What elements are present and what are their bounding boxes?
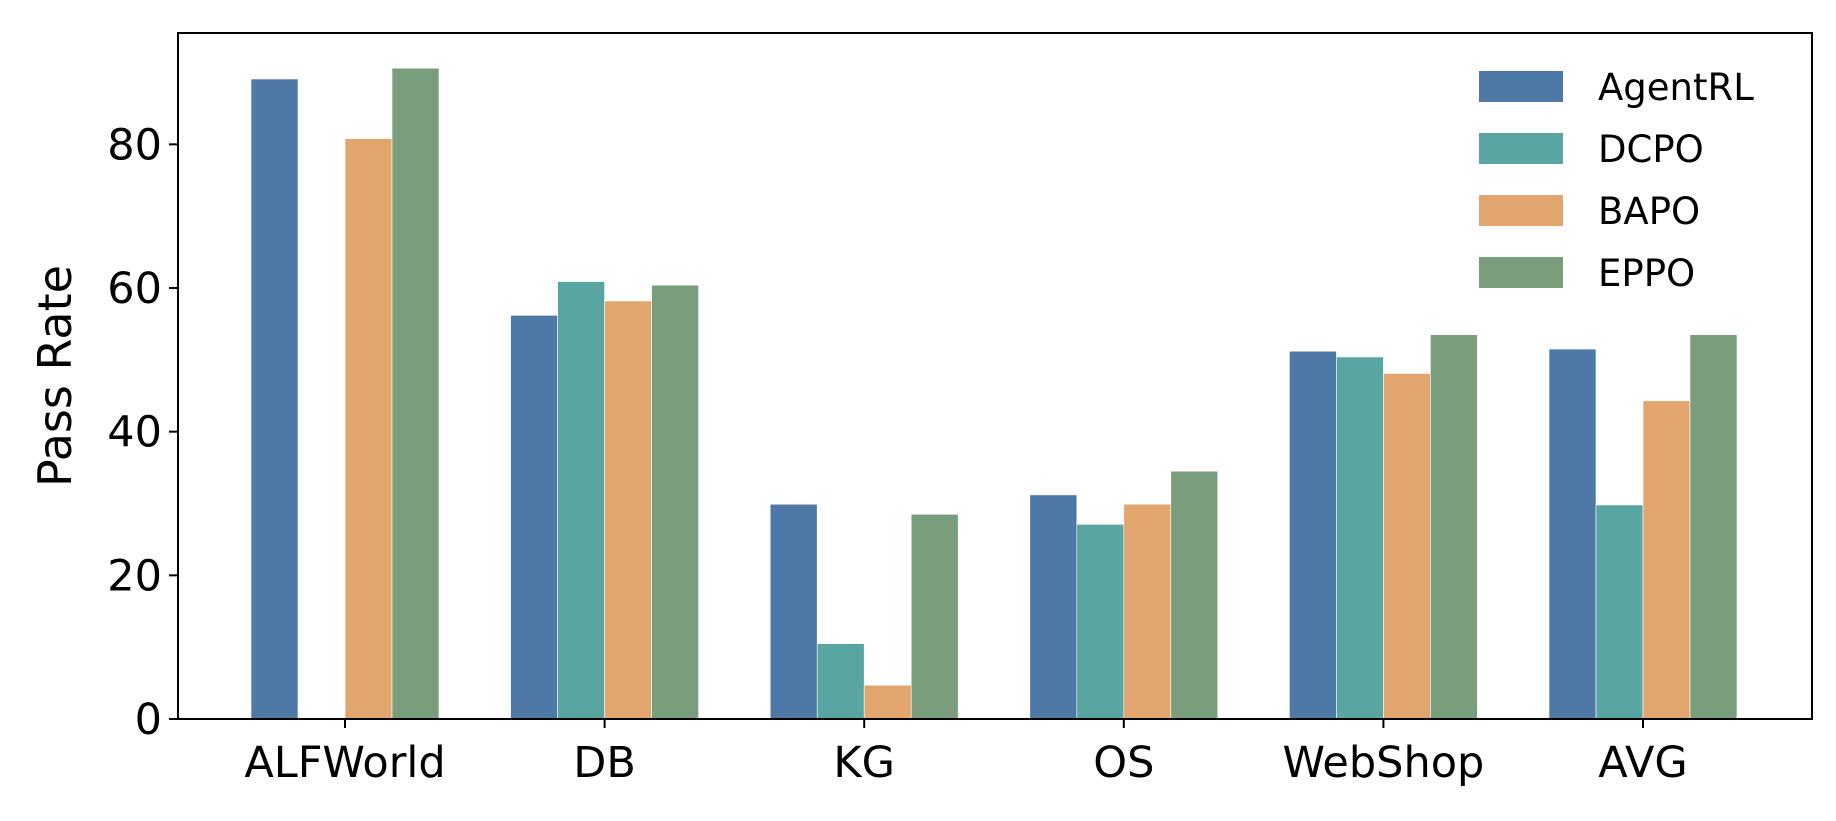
x-tick-label-webshop: WebShop [1282,738,1484,788]
legend-swatch-dcpo [1479,133,1563,164]
x-tick-label-kg: KG [833,738,895,788]
x-tick-label-alfworld: ALFWorld [244,738,445,788]
bar-dcpo-webshop [1336,356,1384,720]
y-tick-label: 80 [107,120,162,170]
bar-eppo-alfworld [391,67,440,720]
plot-frame [177,32,1813,720]
legend-label-eppo: EPPO [1598,252,1695,295]
bar-agentrl-os [1029,494,1078,720]
bar-eppo-webshop [1430,334,1478,720]
bar-eppo-avg [1689,334,1738,720]
x-axis: ALFWorld DB KG OS WebShop AVG [244,719,1688,788]
legend-swatch-bapo [1479,195,1563,226]
bar-dcpo-avg [1595,504,1644,720]
bar-bapo-avg [1642,400,1691,720]
y-tick-label: 0 [135,695,162,745]
bar-eppo-os [1170,470,1219,720]
legend-swatch-agentrl [1479,71,1563,102]
y-axis-title: Pass Rate [28,265,82,487]
y-tick-label: 60 [107,264,162,314]
bar-agentrl-webshop [1289,350,1337,720]
bar-agentrl-avg [1548,348,1597,720]
bar-bapo-db [604,300,652,720]
bar-bapo-kg [863,684,912,720]
legend-label-bapo: BAPO [1598,190,1700,233]
y-tick-label: 40 [107,408,162,458]
bar-dcpo-db [557,281,605,720]
bar-bapo-os [1123,503,1172,720]
bar-bapo-webshop [1383,373,1431,720]
bar-agentrl-db [510,315,558,720]
bars-layer [250,67,1738,720]
x-tick-label-db: DB [573,738,636,788]
x-tick-label-avg: AVG [1598,738,1687,788]
x-tick-label-os: OS [1093,738,1154,788]
y-axis: 0 20 40 60 80 [107,120,178,745]
bar-eppo-kg [910,513,959,720]
bar-agentrl-alfworld [250,78,299,720]
legend-label-dcpo: DCPO [1598,128,1704,171]
bar-agentrl-kg [769,503,818,720]
legend-swatch-eppo [1479,257,1563,288]
legend-label-agentrl: AgentRL [1598,66,1754,109]
y-tick-label: 20 [107,551,162,601]
bar-dcpo-kg [816,643,865,720]
bar-eppo-db [651,284,699,720]
legend: AgentRL DCPO BAPO EPPO [1479,66,1754,295]
bar-bapo-alfworld [344,138,393,720]
bar-dcpo-os [1076,524,1125,720]
